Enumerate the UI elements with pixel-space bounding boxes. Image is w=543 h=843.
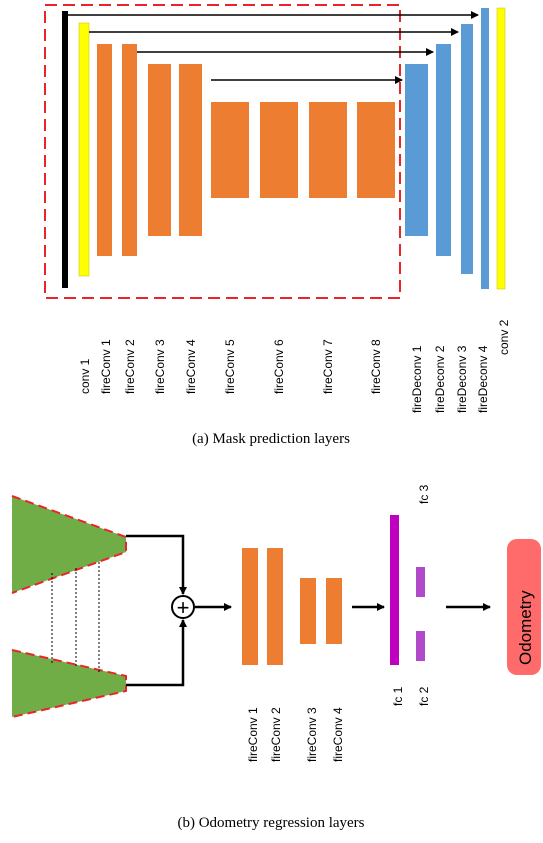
- firedeconv1-bar: [405, 64, 428, 236]
- encoder-top-dashed-edge: [11, 495, 127, 594]
- fireconv7-bar: [309, 102, 347, 198]
- conv2-bar-yellow: [496, 7, 506, 290]
- caption-odometry: (b) Odometry regression layers: [177, 815, 364, 831]
- label-conv1: conv 1: [78, 358, 92, 394]
- odometry-panel: + Odometry fireConv 1 fireConv 2 fireCon…: [11, 484, 541, 831]
- fc3-bar: [416, 567, 425, 597]
- label-odo-fireconv2: fireConv 2: [269, 707, 283, 762]
- plus-symbol: +: [177, 595, 190, 620]
- concat-plus-node: [171, 595, 195, 619]
- label-fireconv1: fireConv 1: [99, 339, 113, 394]
- label-fireconv7: fireConv 7: [321, 339, 335, 394]
- label-odo-fireconv3: fireConv 3: [305, 707, 319, 762]
- odometry-output-box: [507, 539, 541, 675]
- label-fireconv2: fireConv 2: [123, 339, 137, 394]
- fc2-bar: [416, 631, 425, 661]
- label-odo-fireconv1: fireConv 1: [246, 707, 260, 762]
- encoder-bottom: [12, 650, 126, 717]
- label-fc1: fc 1: [391, 686, 405, 706]
- fireconv3-bar: [148, 64, 171, 236]
- top-encoder-arrow: [126, 534, 187, 595]
- label-fireconv6: fireConv 6: [272, 339, 286, 394]
- odo-fireconv1-bar: [242, 548, 258, 665]
- odo-fireconv3-bar: [300, 578, 316, 644]
- label-firedeconv2: fireDeconv 2: [433, 345, 447, 413]
- bottom-encoder-arrow: [126, 619, 187, 687]
- label-firedeconv3: fireDeconv 3: [455, 345, 469, 413]
- firedeconv4-bar: [481, 8, 489, 289]
- label-fc3: fc 3: [417, 484, 431, 504]
- label-fireconv3: fireConv 3: [153, 339, 167, 394]
- label-firedeconv1: fireDeconv 1: [410, 345, 424, 413]
- label-conv2: conv 2: [497, 319, 511, 355]
- odo-fireconv2-bar: [267, 548, 283, 665]
- fc1-bar: [390, 515, 399, 665]
- odometry-output-label: Odometry: [516, 590, 535, 665]
- mask-prediction-panel: conv 1 fireConv 1 fireConv 2 fireConv 3 …: [44, 4, 511, 447]
- firedeconv3-bar: [461, 24, 473, 274]
- fireconv6-bar: [260, 102, 298, 198]
- label-fc2: fc 2: [417, 686, 431, 706]
- caption-mask: (a) Mask prediction layers: [192, 431, 350, 447]
- label-firedeconv4: fireDeconv 4: [476, 345, 490, 413]
- fireconv4-bar: [179, 64, 202, 236]
- encoder-top: [12, 496, 126, 593]
- label-fireconv5: fireConv 5: [223, 339, 237, 394]
- label-fireconv8: fireConv 8: [369, 339, 383, 394]
- odo-fireconv4-bar: [326, 578, 342, 644]
- firedeconv2-bar: [436, 44, 451, 256]
- encoder-bottom-dashed-edge: [11, 649, 127, 718]
- label-odo-fireconv4: fireConv 4: [331, 707, 345, 762]
- label-fireconv4: fireConv 4: [184, 339, 198, 394]
- fireconv8-bar: [357, 102, 395, 198]
- fireconv2-bar: [122, 44, 137, 256]
- fireconv1-bar: [97, 44, 112, 256]
- conv1-bar-yellow: [78, 22, 90, 277]
- fireconv5-bar: [211, 102, 249, 198]
- conv1-bar-black: [62, 11, 68, 288]
